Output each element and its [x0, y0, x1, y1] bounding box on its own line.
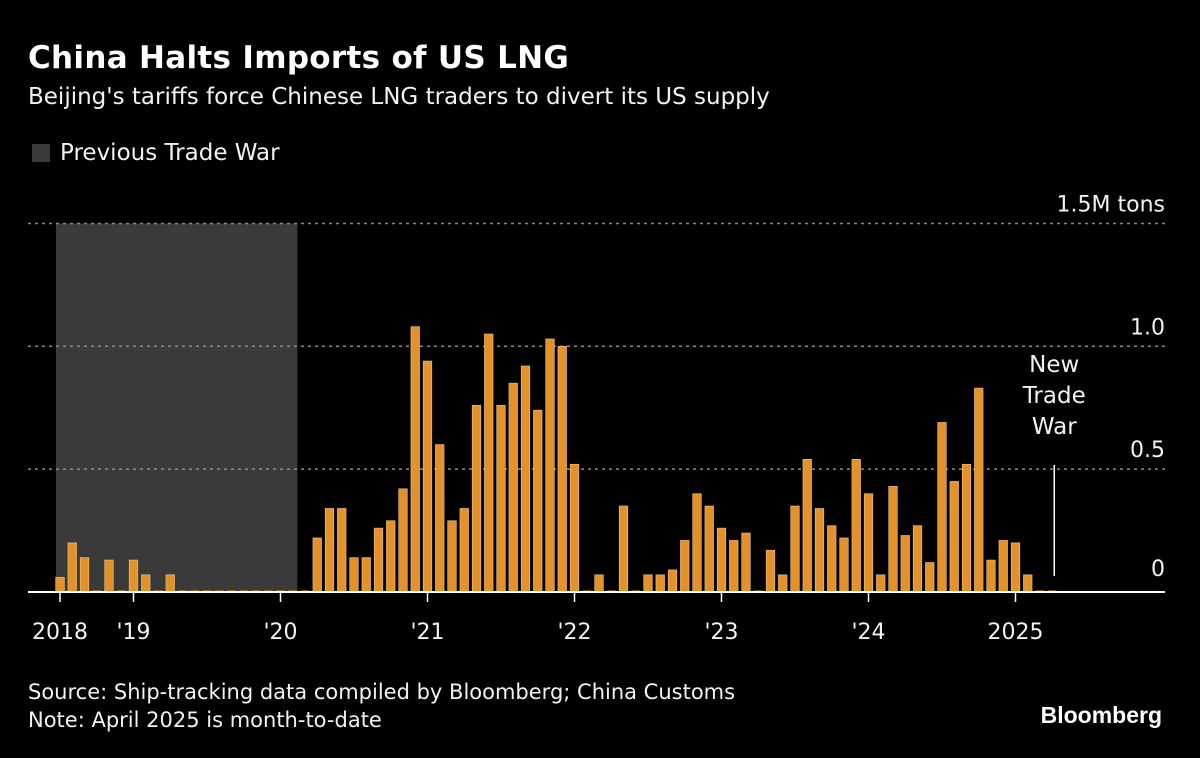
- annotation-label: War: [1032, 414, 1077, 440]
- bar: [716, 527, 727, 593]
- bar: [337, 508, 347, 593]
- bar: [729, 540, 739, 593]
- legend: Previous Trade War: [32, 140, 280, 166]
- bar: [667, 569, 678, 593]
- bar: [851, 459, 861, 593]
- bar: [55, 576, 65, 593]
- bar: [471, 404, 482, 593]
- bar: [349, 557, 359, 593]
- bar: [655, 574, 665, 593]
- bar: [925, 562, 935, 593]
- bar: [398, 488, 408, 593]
- bar: [312, 537, 322, 593]
- x-tick-label: '21: [410, 620, 444, 645]
- bar: [741, 532, 751, 593]
- bar: [128, 559, 139, 593]
- bar: [557, 345, 567, 593]
- bar: [508, 382, 518, 593]
- bar: [900, 535, 910, 593]
- bar: [1023, 574, 1033, 593]
- bar: [459, 508, 469, 593]
- footnote: Note: April 2025 is month-to-date: [28, 708, 382, 732]
- bar: [361, 557, 371, 593]
- bar: [324, 508, 335, 593]
- bar: [986, 559, 996, 593]
- bar: [618, 505, 629, 593]
- bar: [447, 520, 457, 593]
- bar: [765, 549, 776, 593]
- chart-subtitle: Beijing's tariffs force Chinese LNG trad…: [28, 84, 770, 110]
- bar: [827, 525, 837, 593]
- bar: [680, 540, 690, 593]
- bar: [533, 409, 543, 593]
- chart-title: China Halts Imports of US LNG: [28, 40, 570, 76]
- bar: [386, 520, 396, 593]
- footer: Source: Ship-tracking data compiled by B…: [28, 678, 735, 734]
- source-note: Source: Ship-tracking data compiled by B…: [28, 680, 736, 704]
- bar: [937, 422, 947, 593]
- shaded-period: [56, 223, 298, 592]
- bar: [373, 527, 384, 593]
- x-tick-label: '24: [851, 620, 885, 645]
- bar: [496, 404, 506, 593]
- y-tick-label: 0: [1151, 557, 1165, 582]
- x-tick-label: '19: [116, 620, 150, 645]
- x-tick-label: 2018: [32, 620, 88, 645]
- annotation-label: Trade: [1022, 383, 1086, 409]
- bar: [912, 525, 923, 593]
- bar: [1010, 542, 1021, 593]
- y-tick-label: 1.5M tons: [1057, 192, 1165, 217]
- bar: [876, 574, 886, 593]
- x-tick-label: '20: [263, 620, 297, 645]
- x-tick-label: 2025: [988, 620, 1044, 645]
- bar: [704, 505, 714, 593]
- annotation-label: New: [1029, 352, 1079, 378]
- bar: [863, 493, 874, 593]
- bar: [484, 333, 494, 593]
- x-tick-label: '22: [557, 620, 591, 645]
- bar: [141, 574, 151, 593]
- bar: [435, 444, 445, 593]
- bar: [949, 481, 959, 593]
- bar: [569, 463, 580, 593]
- bar: [165, 574, 175, 593]
- bar: [778, 574, 788, 593]
- bar: [692, 493, 702, 593]
- bar: [961, 463, 972, 593]
- bar: [888, 486, 898, 593]
- y-tick-label: 0.5: [1130, 438, 1165, 463]
- bar: [422, 360, 433, 593]
- legend-swatch: [32, 144, 50, 162]
- bar: [998, 540, 1008, 593]
- bar: [974, 387, 984, 593]
- bar: [410, 326, 420, 593]
- bar: [67, 542, 77, 593]
- y-tick-label: 1.0: [1130, 315, 1165, 340]
- legend-label: Previous Trade War: [60, 140, 280, 166]
- bar: [790, 505, 800, 593]
- bar: [802, 459, 812, 593]
- bloomberg-logo: Bloomberg: [1040, 702, 1162, 728]
- x-tick-label: '23: [704, 620, 738, 645]
- bar: [594, 574, 604, 593]
- bar: [104, 559, 114, 593]
- bar: [814, 508, 825, 593]
- bar: [520, 365, 531, 593]
- bar: [545, 338, 555, 593]
- bar: [79, 557, 90, 593]
- bar: [839, 537, 849, 593]
- bar: [643, 574, 653, 593]
